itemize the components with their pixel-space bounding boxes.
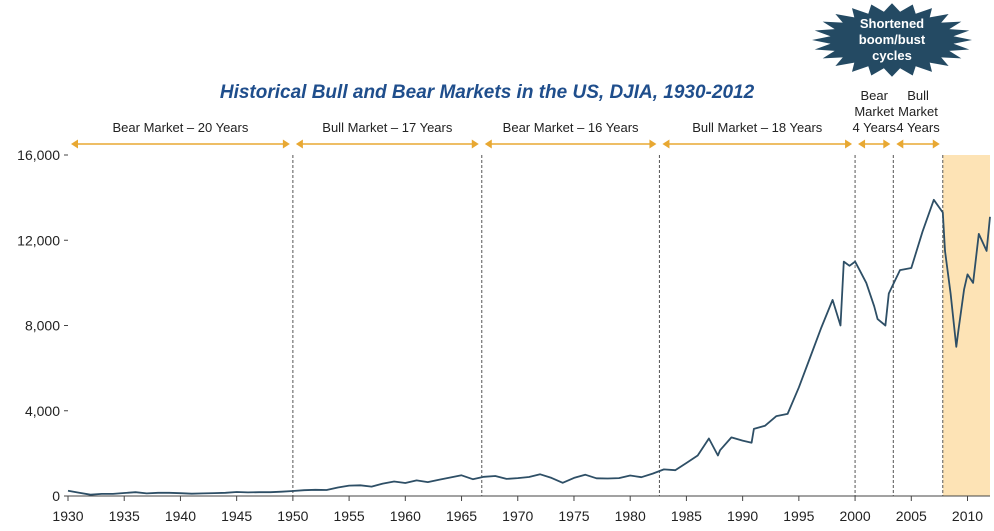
djia-series [67, 198, 991, 496]
period-arrow-head-right [932, 139, 940, 149]
y-tick-label: 0 [52, 488, 60, 504]
y-tick-label: 8,000 [25, 318, 60, 334]
period-label: Bull Market – 17 Years [322, 120, 453, 135]
djia-line [67, 198, 991, 496]
x-tick-label: 1940 [165, 508, 196, 524]
period-label: Bear Market – 20 Years [113, 120, 249, 135]
period-arrow: Bear Market – 20 Years [71, 120, 290, 149]
period-arrow-head-left [858, 139, 866, 149]
period-arrow-head-right [649, 139, 657, 149]
x-tick-label: 2005 [896, 508, 927, 524]
period-arrow: Bear Market – 16 Years [484, 120, 657, 149]
highlight-band [942, 155, 990, 496]
period-label: Market [854, 104, 894, 119]
period-arrow-head-right [282, 139, 290, 149]
x-tick-label: 1970 [502, 508, 533, 524]
x-tick-label: 1950 [277, 508, 308, 524]
period-label: Market [898, 104, 938, 119]
x-tick-label: 1985 [671, 508, 702, 524]
period-label: 4 Years [896, 120, 940, 135]
period-label: Bull [907, 88, 929, 103]
recent-period-highlight [942, 155, 990, 496]
badge-text-line: cycles [872, 48, 912, 63]
period-arrow: Bull Market – 17 Years [295, 120, 479, 149]
period-arrow-head-left [662, 139, 670, 149]
x-tick-label: 1955 [334, 508, 365, 524]
y-axis-ticks: 0 4,000 8,000 12,000 16,000 [17, 147, 68, 504]
x-tick-label: 1930 [52, 508, 83, 524]
period-dividers [292, 155, 944, 496]
period-arrow-head-right [471, 139, 479, 149]
x-tick-label: 1960 [390, 508, 421, 524]
starburst-shape [812, 3, 972, 77]
period-label: 4 Years [853, 120, 897, 135]
y-tick-label: 4,000 [25, 403, 60, 419]
period-arrow-head-right [883, 139, 891, 149]
x-tick-label: 1980 [615, 508, 646, 524]
x-tick-label: 1945 [221, 508, 252, 524]
badge-text-line: boom/bust [859, 32, 926, 47]
y-tick-label: 12,000 [17, 232, 60, 248]
x-axis-ticks: 1930 1935 1940 1945 1950 1955 1960 1965 1970 1975… [52, 496, 983, 524]
x-tick-label: 1965 [446, 508, 477, 524]
market-periods: Bear Market – 20 Years Bull Market – 17 Y… [71, 88, 940, 149]
period-arrow-head-right [845, 139, 853, 149]
x-tick-label: 1995 [783, 508, 814, 524]
x-tick-label: 1990 [727, 508, 758, 524]
period-label: Bull Market – 18 Years [692, 120, 823, 135]
x-tick-label: 2010 [952, 508, 983, 524]
period-arrow-head-left [71, 139, 78, 149]
period-label: Bear [860, 88, 888, 103]
period-label: Bear Market – 16 Years [503, 120, 639, 135]
period-arrow: Bull Market – 18 Years [662, 120, 853, 149]
y-tick-label: 16,000 [17, 147, 60, 163]
period-arrow-head-left [896, 139, 904, 149]
period-arrow-head-left [484, 139, 492, 149]
x-tick-label: 1975 [558, 508, 589, 524]
badge-text-line: Shortened [860, 16, 924, 31]
period-arrow-head-left [295, 139, 303, 149]
chart-title: Historical Bull and Bear Markets in the … [220, 82, 755, 103]
x-tick-label: 2000 [839, 508, 870, 524]
x-tick-label: 1935 [109, 508, 140, 524]
